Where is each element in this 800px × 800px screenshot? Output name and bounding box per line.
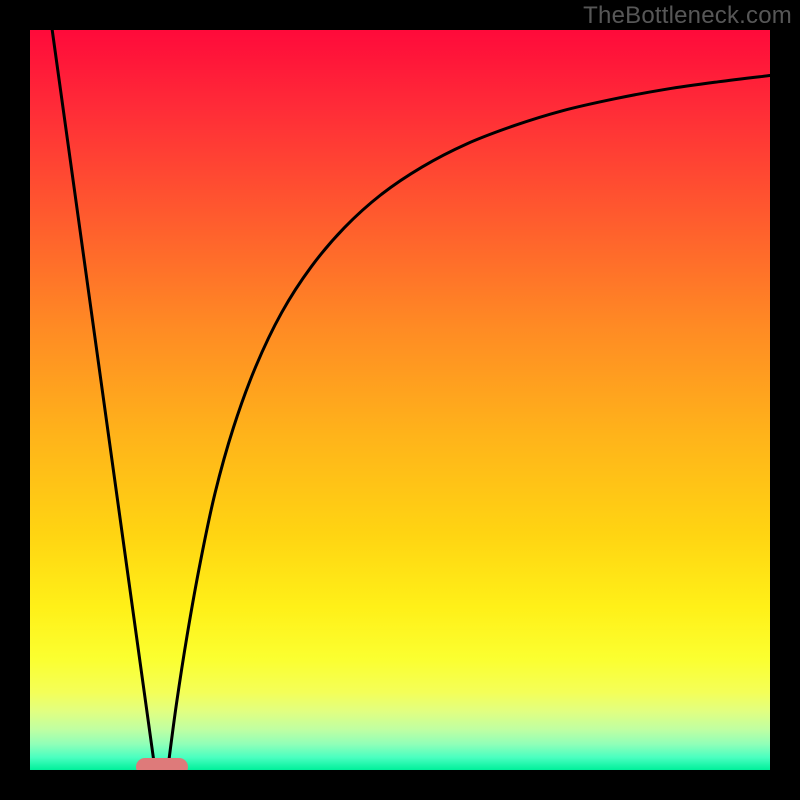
plot-area <box>30 30 770 770</box>
v-curve <box>30 30 770 770</box>
optimal-marker <box>136 758 188 770</box>
bottleneck-chart: TheBottleneck.com <box>0 0 800 800</box>
watermark-text: TheBottleneck.com <box>583 2 792 30</box>
